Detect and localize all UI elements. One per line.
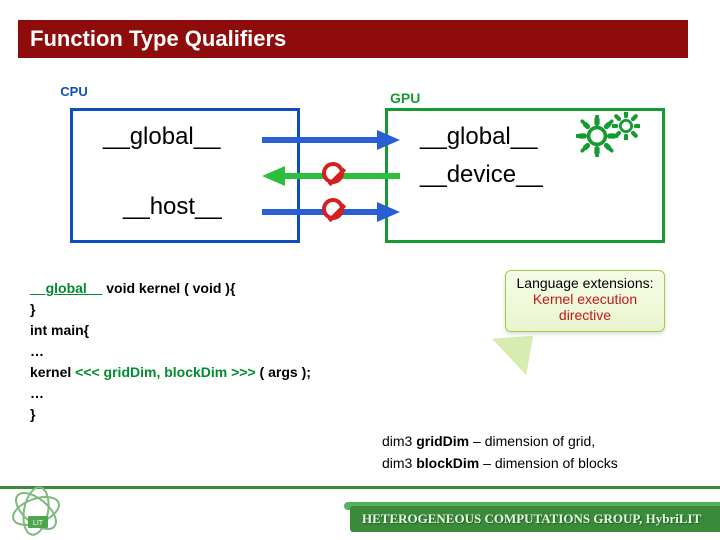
- dim-bold: blockDim: [416, 455, 479, 471]
- code-text: ( args );: [256, 364, 311, 380]
- logo-icon: LIT: [6, 486, 76, 536]
- svg-text:LIT: LIT: [33, 520, 44, 527]
- title-bar: Function Type Qualifiers: [18, 20, 688, 58]
- arrow-cpu-to-gpu-top: [262, 128, 402, 152]
- prohibit-icon: [322, 198, 344, 220]
- callout-box: Language extensions: Kernel execution di…: [505, 270, 665, 332]
- callout-line2b: directive: [512, 307, 658, 323]
- cpu-global-qualifier: __global__: [103, 123, 220, 151]
- footer-text: HETEROGENEOUS COMPUTATIONS GROUP, HybriL…: [350, 506, 720, 532]
- code-text: …: [30, 341, 311, 362]
- code-snippet: __global__ void kernel ( void ){ } int m…: [30, 278, 311, 425]
- code-text: }: [30, 299, 311, 320]
- gpu-label: GPU: [390, 90, 420, 106]
- footer-line: [0, 486, 720, 489]
- prohibit-icon: [322, 162, 344, 184]
- callout-tail: [487, 329, 533, 375]
- footer: LIT HETEROGENEOUS COMPUTATIONS GROUP, Hy…: [0, 486, 720, 540]
- gpu-device-qualifier: __device__: [420, 161, 543, 189]
- cpu-host-qualifier: __host__: [123, 193, 222, 221]
- code-text: }: [30, 404, 311, 425]
- dim-description: dim3 gridDim – dimension of grid, dim3 b…: [382, 430, 618, 475]
- cpu-label: CPU: [60, 85, 88, 99]
- code-kw-global: __global__: [30, 280, 102, 296]
- dim-text: – dimension of blocks: [479, 455, 618, 471]
- callout-line2a: Kernel execution: [512, 291, 658, 307]
- dim-text: dim3: [382, 433, 416, 449]
- callout-line1: Language extensions:: [512, 275, 658, 291]
- code-text: kernel: [30, 364, 75, 380]
- gpu-global-qualifier: __global__: [420, 123, 537, 151]
- code-text: void kernel ( void ){: [102, 280, 235, 296]
- dim-bold: gridDim: [416, 433, 469, 449]
- code-text: int main{: [30, 320, 311, 341]
- dim-text: dim3: [382, 455, 416, 471]
- code-kw-launch: <<< gridDim, blockDim >>>: [75, 364, 256, 380]
- gear-small-icon: [612, 112, 640, 140]
- dim-text: – dimension of grid,: [469, 433, 595, 449]
- code-text: …: [30, 383, 311, 404]
